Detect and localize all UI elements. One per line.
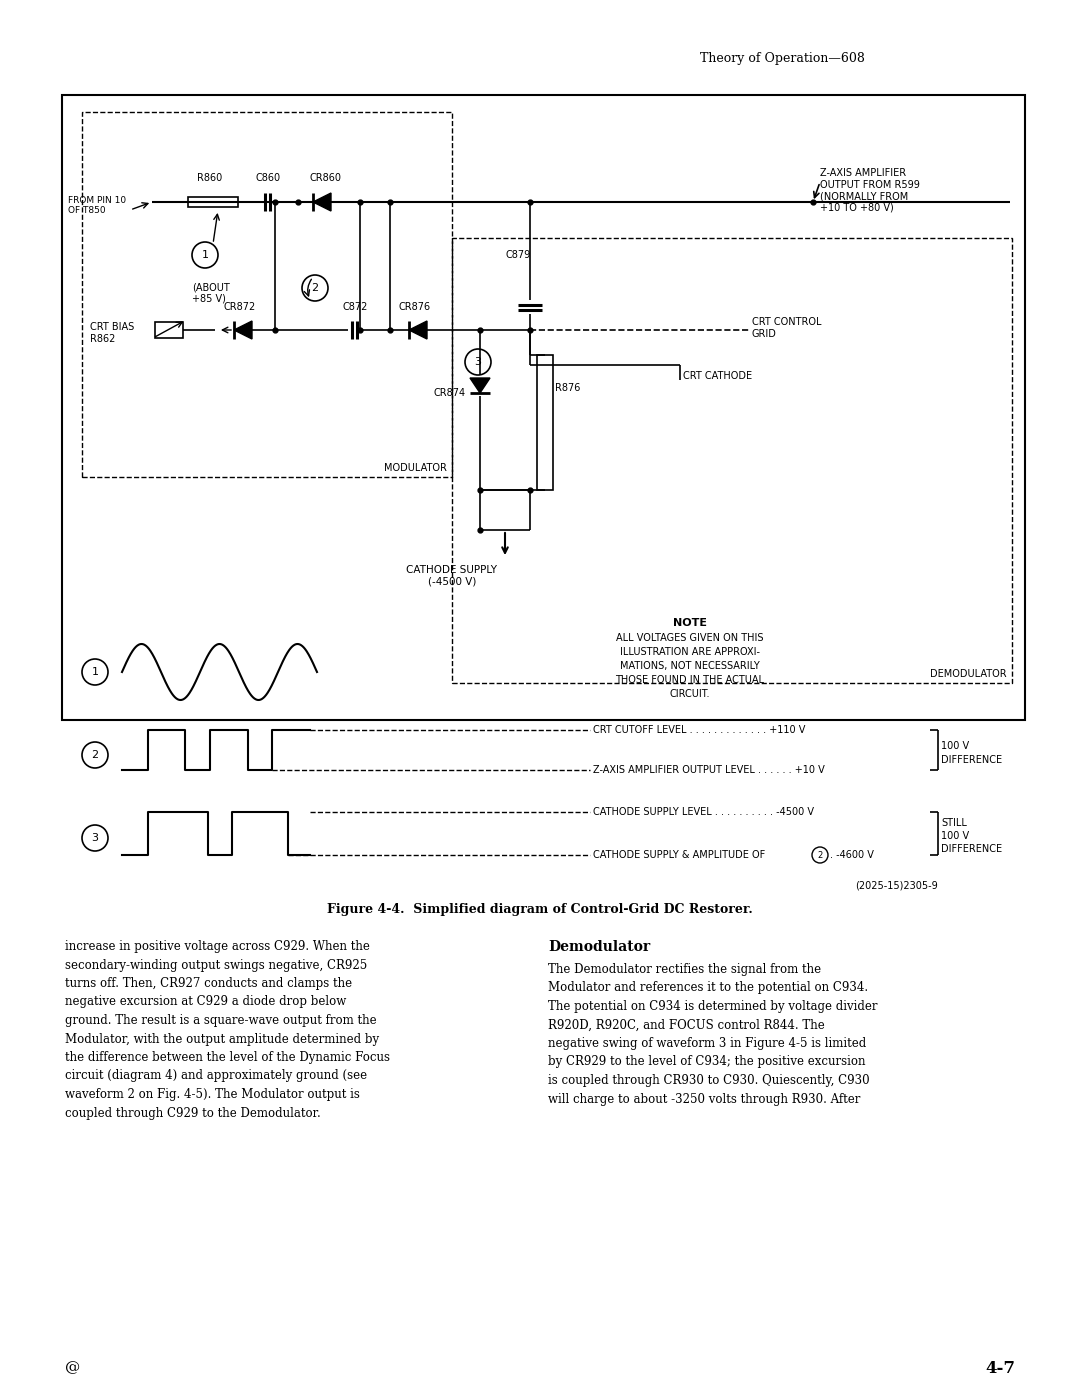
Text: CRT CATHODE: CRT CATHODE — [683, 372, 752, 381]
Text: CRT CUTOFF LEVEL . . . . . . . . . . . . . +110 V: CRT CUTOFF LEVEL . . . . . . . . . . . .… — [593, 725, 806, 735]
Text: CR872: CR872 — [224, 302, 256, 312]
Text: MODULATOR: MODULATOR — [384, 462, 447, 474]
Text: (ABOUT
+85 V): (ABOUT +85 V) — [192, 282, 230, 303]
Text: 2: 2 — [818, 851, 823, 859]
Text: CRT BIAS
R862: CRT BIAS R862 — [90, 321, 134, 344]
Text: Demodulator: Demodulator — [548, 940, 650, 954]
Text: @: @ — [65, 1361, 80, 1375]
Text: CR874: CR874 — [434, 388, 467, 398]
Bar — [82, 112, 453, 476]
Text: CR860: CR860 — [309, 173, 341, 183]
Text: Z-AXIS AMPLIFIER OUTPUT LEVEL . . . . . . +10 V: Z-AXIS AMPLIFIER OUTPUT LEVEL . . . . . … — [593, 766, 825, 775]
Text: 2: 2 — [92, 750, 98, 760]
Bar — [537, 355, 553, 490]
Polygon shape — [409, 321, 427, 339]
Polygon shape — [313, 193, 330, 211]
Text: DEMODULATOR: DEMODULATOR — [930, 669, 1007, 679]
Text: STILL
100 V
DIFFERENCE: STILL 100 V DIFFERENCE — [941, 817, 1002, 854]
Text: ALL VOLTAGES GIVEN ON THIS
ILLUSTRATION ARE APPROXI-
MATIONS, NOT NECESSARILY
TH: ALL VOLTAGES GIVEN ON THIS ILLUSTRATION … — [616, 633, 765, 698]
Text: Figure 4-4.  Simplified diagram of Control-Grid DC Restorer.: Figure 4-4. Simplified diagram of Contro… — [327, 902, 753, 916]
Polygon shape — [470, 379, 490, 393]
Text: 1: 1 — [92, 666, 98, 678]
Text: R876: R876 — [555, 383, 580, 393]
Text: The Demodulator rectifies the signal from the
Modulator and references it to the: The Demodulator rectifies the signal fro… — [548, 963, 877, 1105]
Text: CATHODE SUPPLY & AMPLITUDE OF: CATHODE SUPPLY & AMPLITUDE OF — [593, 849, 768, 861]
Text: 4-7: 4-7 — [985, 1361, 1015, 1377]
Text: R860: R860 — [198, 173, 222, 183]
Text: Theory of Operation—608: Theory of Operation—608 — [700, 52, 865, 66]
Bar — [453, 237, 1012, 683]
Text: Z-AXIS AMPLIFIER
OUTPUT FROM R599
(NORMALLY FROM
+10 TO +80 V): Z-AXIS AMPLIFIER OUTPUT FROM R599 (NORMA… — [820, 168, 920, 212]
Text: 3: 3 — [92, 833, 98, 842]
Text: FROM PIN 10
OF T850: FROM PIN 10 OF T850 — [68, 196, 126, 215]
Text: C860: C860 — [256, 173, 281, 183]
Text: 3: 3 — [474, 358, 482, 367]
Bar — [188, 197, 238, 207]
Text: NOTE: NOTE — [673, 617, 707, 629]
Text: C879: C879 — [505, 250, 530, 260]
Text: C872: C872 — [342, 302, 367, 312]
Polygon shape — [234, 321, 252, 339]
Bar — [62, 95, 1025, 719]
Text: 100 V
DIFFERENCE: 100 V DIFFERENCE — [941, 742, 1002, 764]
Text: increase in positive voltage across C929. When the
secondary-winding output swin: increase in positive voltage across C929… — [65, 940, 390, 1119]
Text: (2025-15)2305-9: (2025-15)2305-9 — [855, 880, 939, 890]
Text: CR876: CR876 — [399, 302, 431, 312]
Text: CATHODE SUPPLY
(-4500 V): CATHODE SUPPLY (-4500 V) — [406, 564, 498, 587]
Text: 1: 1 — [202, 250, 208, 260]
Text: . -4600 V: . -4600 V — [831, 849, 874, 861]
Bar — [156, 321, 183, 338]
Text: CATHODE SUPPLY LEVEL . . . . . . . . . . -4500 V: CATHODE SUPPLY LEVEL . . . . . . . . . .… — [593, 807, 814, 817]
Text: CRT CONTROL
GRID: CRT CONTROL GRID — [752, 317, 822, 339]
Text: 2: 2 — [311, 284, 319, 293]
